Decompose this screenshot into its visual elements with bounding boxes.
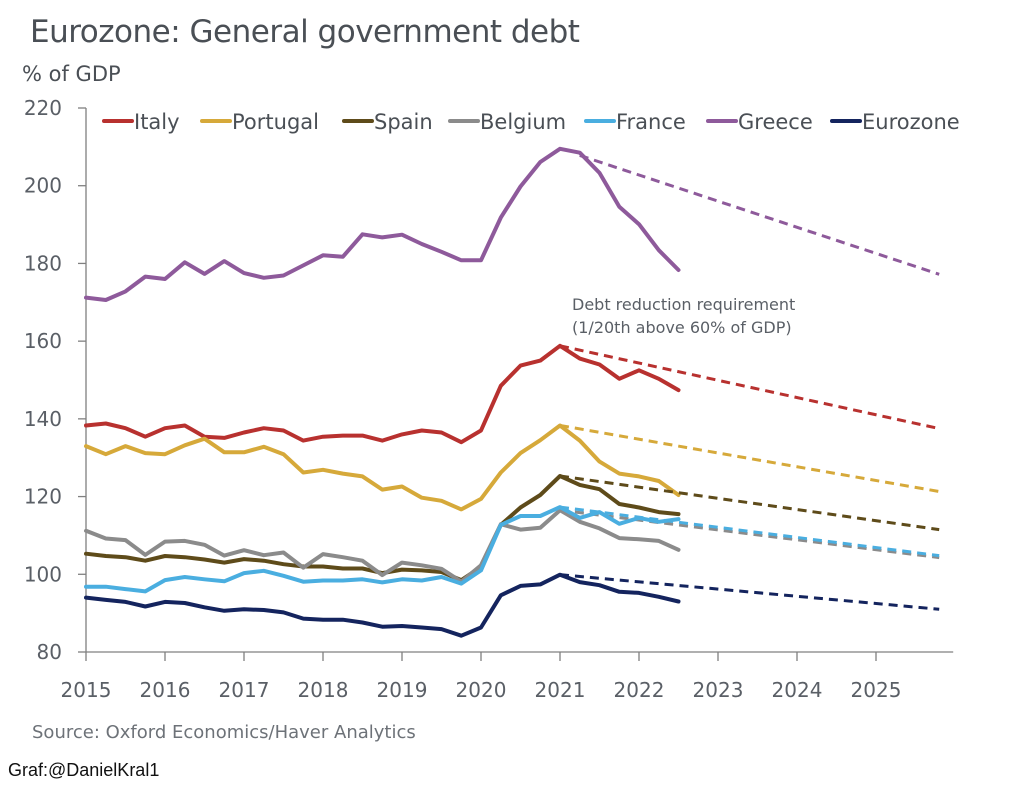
x-tick-label: 2021 xyxy=(535,678,586,702)
legend-label: France xyxy=(616,110,686,134)
projection-line-spain xyxy=(559,474,940,532)
y-tick-label: 200 xyxy=(24,174,62,198)
line-spain xyxy=(84,474,681,583)
series-greece xyxy=(84,146,940,302)
annotation-line-1: Debt reduction requirement xyxy=(572,295,795,314)
y-tick-label: 220 xyxy=(24,96,62,120)
legend-item-spain: Spain xyxy=(342,110,433,134)
x-tick-label: 2018 xyxy=(298,678,349,702)
legend-item-eurozone: Eurozone xyxy=(830,110,960,134)
line-portugal xyxy=(84,423,681,512)
line-eurozone xyxy=(84,572,681,638)
x-tick-label: 2023 xyxy=(693,678,744,702)
y-tick-label: 140 xyxy=(24,407,62,431)
projection-line-italy xyxy=(559,344,940,431)
series-portugal xyxy=(84,423,940,512)
y-tick-label: 160 xyxy=(24,329,62,353)
series-belgium xyxy=(84,508,940,584)
projection-line-portugal xyxy=(559,423,940,493)
x-tick-label: 2015 xyxy=(61,678,112,702)
axes: 80 100 120 140 160 180 200 220 2015 2016 2017 2018 2… xyxy=(24,96,954,702)
legend-item-greece: Greece xyxy=(706,110,813,134)
line-greece xyxy=(84,146,681,302)
y-axis-unit-label: % of GDP xyxy=(22,62,121,86)
x-tick-label: 2024 xyxy=(772,678,823,702)
series-france xyxy=(84,505,940,594)
x-tick-label: 2016 xyxy=(140,678,191,702)
legend-item-france: France xyxy=(584,110,686,134)
series-layer xyxy=(84,146,940,638)
legend-label: Greece xyxy=(738,110,813,134)
x-tick-label: 2017 xyxy=(219,678,270,702)
legend-item-portugal: Portugal xyxy=(200,110,319,134)
legend-label: Spain xyxy=(374,110,433,134)
legend-label: Italy xyxy=(134,110,180,134)
legend-item-italy: Italy xyxy=(102,110,180,134)
y-tick-label: 80 xyxy=(37,640,62,664)
legend-label: Portugal xyxy=(232,110,319,134)
x-tick-label: 2022 xyxy=(614,678,665,702)
annotation: Debt reduction requirement (1/20th above… xyxy=(572,295,795,337)
y-tick-label: 100 xyxy=(24,562,62,586)
credit-note: Graf:@DanielKral1 xyxy=(8,760,160,780)
x-tick-label: 2020 xyxy=(456,678,507,702)
projection-line-greece xyxy=(579,153,940,276)
annotation-line-2: (1/20th above 60% of GDP) xyxy=(572,318,792,337)
legend-label: Belgium xyxy=(480,110,566,134)
x-tick-label: 2019 xyxy=(377,678,428,702)
chart-title: Eurozone: General government debt xyxy=(30,14,580,50)
y-tick-label: 120 xyxy=(24,485,62,509)
source-note: Source: Oxford Economics/Haver Analytics xyxy=(32,722,416,743)
y-tick-label: 180 xyxy=(24,251,62,275)
line-belgium xyxy=(84,508,681,584)
projection-line-france xyxy=(559,505,940,558)
line-france xyxy=(84,505,681,594)
legend: Italy Portugal Spain Belgium France Greece Eur… xyxy=(102,110,960,134)
legend-label: Eurozone xyxy=(862,110,960,134)
x-tick-label: 2025 xyxy=(851,678,902,702)
series-eurozone xyxy=(84,572,940,638)
projection-line-eurozone xyxy=(559,573,940,611)
projection-line-belgium xyxy=(559,508,940,560)
legend-item-belgium: Belgium xyxy=(448,110,566,134)
series-italy xyxy=(84,343,940,445)
line-italy xyxy=(84,343,681,445)
